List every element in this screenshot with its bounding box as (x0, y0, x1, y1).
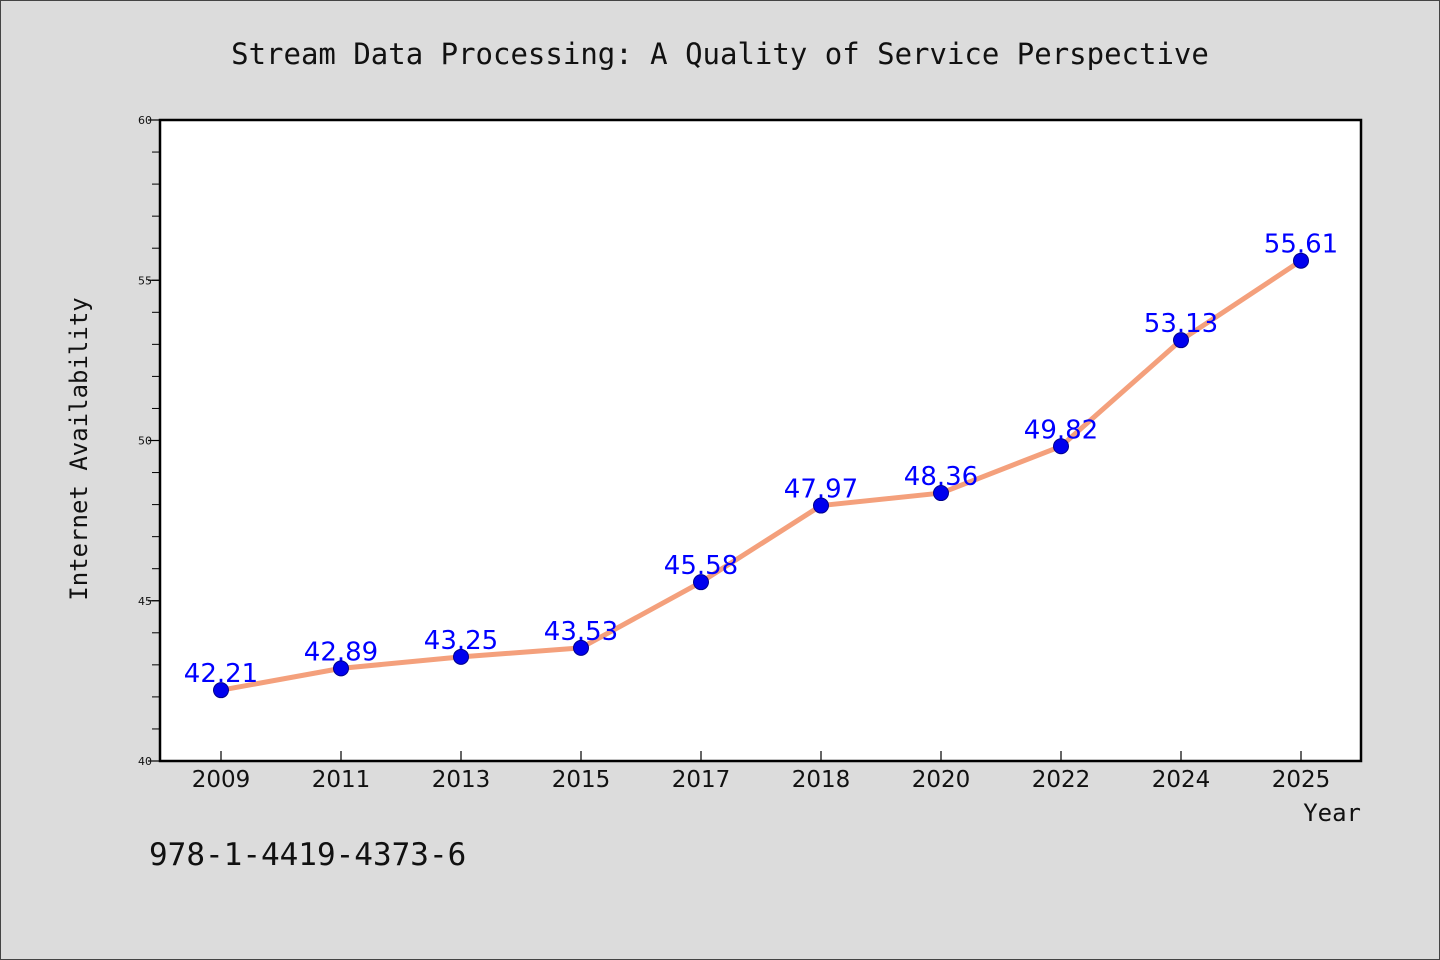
data-label: 43.25 (424, 626, 498, 656)
x-tick-label: 2011 (312, 767, 371, 793)
series-line (218, 258, 1304, 693)
x-tick-label: 2018 (792, 767, 851, 793)
data-label: 55.61 (1264, 230, 1338, 260)
data-point (1293, 252, 1309, 269)
data-point (813, 497, 829, 514)
isbn-text: 978-1-4419-4373-6 (149, 837, 466, 873)
x-tick-label: 2015 (552, 767, 611, 793)
y-axis-ticks: 40 45 50 55 60 (138, 114, 160, 768)
y-tick-label: 45 (138, 595, 152, 608)
y-tick-label: 55 (138, 274, 152, 287)
data-label: 49.82 (1024, 415, 1098, 445)
x-tick-label: 2009 (192, 767, 251, 793)
y-tick-label: 60 (138, 114, 152, 127)
data-label: 53.13 (1144, 309, 1218, 339)
chart-title: Stream Data Processing: A Quality of Ser… (231, 37, 1209, 71)
y-tick-label: 40 (138, 755, 152, 768)
y-tick-label: 50 (138, 435, 152, 448)
data-point (333, 660, 349, 677)
plot-area (158, 118, 1363, 763)
x-tick-label: 2013 (432, 767, 491, 793)
data-label: 43.53 (544, 617, 618, 647)
data-label: 42.89 (304, 637, 378, 667)
data-point (573, 639, 589, 656)
data-label: 47.97 (784, 475, 858, 505)
x-tick-label: 2020 (912, 767, 971, 793)
data-labels: 42.21 42.89 43.25 43.53 45.58 47.97 48.36 49.82… (184, 230, 1338, 689)
x-tick-label: 2024 (1152, 767, 1211, 793)
data-point (453, 648, 469, 665)
x-tick-label: 2025 (1272, 767, 1331, 793)
data-point (1173, 332, 1189, 349)
x-axis-label: Year (1303, 799, 1361, 827)
data-point (213, 682, 229, 699)
x-tick-label: 2022 (1032, 767, 1091, 793)
data-point (693, 574, 709, 591)
data-label: 48.36 (904, 462, 978, 492)
x-axis-ticks: 2009 2011 2013 2015 2017 2018 2020 2022 2024 2025 (192, 751, 1331, 793)
data-point (933, 485, 949, 502)
x-tick-label: 2017 (672, 767, 731, 793)
series-markers (213, 252, 1309, 699)
y-axis-label: Internet Availability (65, 297, 93, 600)
data-label: 45.58 (664, 551, 738, 581)
data-point (1053, 438, 1069, 455)
data-label: 42.21 (184, 659, 258, 689)
